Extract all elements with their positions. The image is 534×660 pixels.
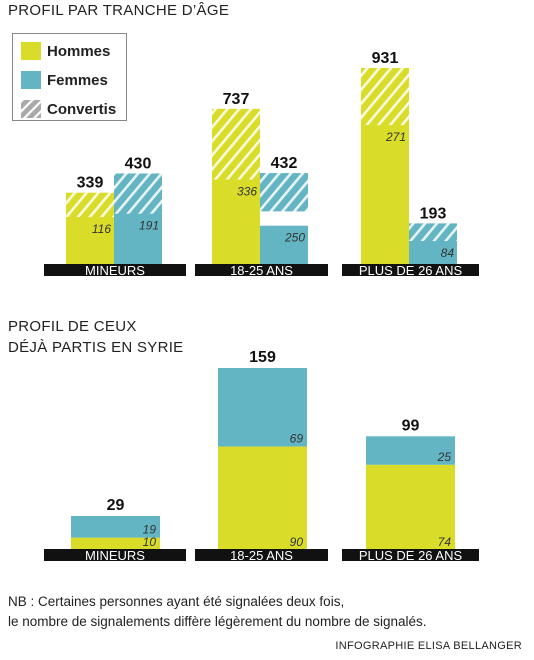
hommes-value-label-18-25-ans: 90 (290, 535, 304, 549)
bar-femmes-mineurs (114, 213, 162, 264)
footnote-line-1: NB : Certaines personnes ayant été signa… (8, 594, 345, 609)
bar-convertis-hommes-18-25-ans (212, 108, 260, 194)
legend-item-femmes: Femmes (21, 71, 108, 89)
total-label-mineurs: 29 (107, 497, 125, 514)
total-label-hommes-mineurs: 339 (77, 175, 104, 192)
total-label-18-25-ans: 159 (249, 349, 276, 366)
credit: INFOGRAPHIE ELISA BELLANGER (335, 640, 522, 652)
convertis-label-hommes-18-25-ans: 336 (237, 185, 257, 199)
bar-femmes-18-25-ans (260, 225, 308, 264)
footnote: NB : Certaines personnes ayant été signa… (8, 592, 427, 632)
total-label-hommes-18-25-ans: 737 (223, 91, 250, 108)
bar-hommes-18-25-ans (218, 446, 307, 549)
femmes-value-label-mineurs: 19 (143, 523, 157, 537)
convertis-label-hommes-mineurs: 116 (92, 222, 111, 236)
category-band-18-25-ans (195, 264, 328, 276)
category-label-mineurs: MINEURS (85, 548, 145, 563)
convertis-label-femmes-plus-de-26-ans: 84 (441, 246, 455, 260)
hommes-value-label-plus-de-26-ans: 74 (438, 535, 452, 549)
bar-femmes-plus-de-26-ans (409, 241, 457, 264)
bar-convertis-femmes-18-25-ans (260, 173, 308, 212)
legend-label-femmes: Femmes (47, 71, 108, 89)
category-label-mineurs: MINEURS (85, 263, 145, 278)
femmes-value-label-18-25-ans: 69 (290, 432, 304, 446)
total-label-femmes-plus-de-26-ans: 193 (420, 205, 447, 222)
hommes-swatch-icon (21, 42, 41, 60)
femmes-swatch-icon (21, 71, 41, 89)
bar-hommes-18-25-ans (212, 179, 260, 264)
chart2-title: PROFIL DE CEUX DÉJÀ PARTIS EN SYRIE (8, 318, 184, 356)
legend-label-convertis: Convertis (47, 100, 117, 118)
legend-label-hommes: Hommes (47, 42, 111, 60)
bar-hommes-mineurs (66, 217, 114, 264)
legend-item-hommes: Hommes (21, 42, 110, 60)
chart1-title: PROFIL PAR TRANCHE D’ÂGE (8, 2, 230, 19)
bar-hommes-plus-de-26-ans (366, 464, 455, 549)
category-label-18-25-ans: 18-25 ANS (230, 548, 293, 563)
category-band-18-25-ans (195, 549, 328, 561)
total-label-plus-de-26-ans: 99 (402, 417, 420, 434)
bar-femmes-mineurs (71, 515, 160, 538)
category-band-mineurs (44, 549, 186, 561)
category-label-18-25-ans: 18-25 ANS (230, 263, 293, 278)
age-profile-chart: 339 116 430 191 MINEURS 737 336 432 250 18-25 ANS… (44, 50, 479, 278)
category-label-plus-de-26-ans: PLUS DE 26 ANS (359, 548, 463, 563)
femmes-value-label-plus-de-26-ans: 25 (437, 450, 452, 464)
footnote-line-2: le nombre de signalements diffère légère… (8, 614, 427, 629)
category-band-plus-de-26-ans (342, 264, 479, 276)
total-label-femmes-mineurs: 430 (125, 155, 152, 172)
legend-item-convertis: Convertis (21, 100, 116, 118)
category-label-plus-de-26-ans: PLUS DE 26 ANS (359, 263, 463, 278)
bar-femmes-plus-de-26-ans (366, 436, 455, 465)
hommes-value-label-mineurs: 10 (143, 535, 157, 549)
bar-hommes-mineurs (71, 537, 160, 549)
convertis-label-hommes-plus-de-26-ans: 271 (385, 130, 406, 144)
category-band-mineurs (44, 264, 186, 276)
total-label-femmes-18-25-ans: 432 (271, 155, 298, 172)
bar-hommes-plus-de-26-ans (361, 125, 409, 264)
bar-convertis-femmes-plus-de-26-ans (409, 223, 457, 247)
convertis-label-femmes-18-25-ans: 250 (284, 231, 305, 245)
total-label-hommes-plus-de-26-ans: 931 (372, 50, 399, 67)
bar-femmes-18-25-ans (218, 368, 307, 447)
convertis-swatch-icon (21, 100, 41, 118)
category-band-plus-de-26-ans (342, 549, 479, 561)
legend: Hommes Femmes Convertis (12, 33, 127, 121)
convertis-label-femmes-mineurs: 191 (139, 219, 159, 233)
